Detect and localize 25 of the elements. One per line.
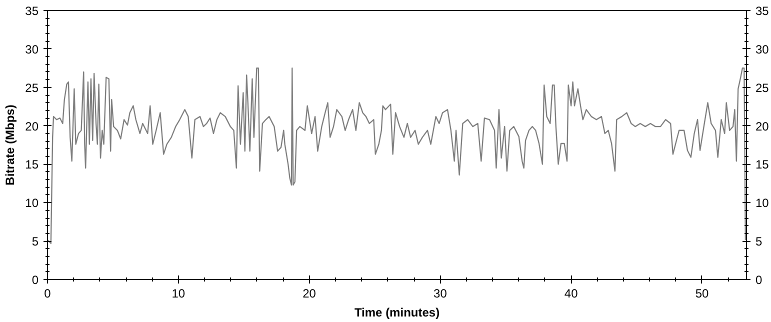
y2-tick-label: 10 [756,196,770,210]
y-axis-title: Bitrate (Mbps) [3,104,18,186]
y2-tick-label: 30 [756,42,770,56]
x-axis-title: Time (minutes) [354,306,440,320]
y-tick-label: 30 [25,42,39,56]
y-tick-label: 35 [25,4,39,18]
x-tick-label: 40 [564,286,578,300]
x-tick-label: 20 [302,286,316,300]
y-tick-label: 20 [25,119,39,134]
y2-tick-label: 20 [756,119,770,134]
x-tick-label: 50 [695,286,709,300]
line-series [48,68,746,244]
y-tick-label: 0 [32,273,39,287]
y2-tick-label: 35 [756,4,770,18]
y2-tick-label: 25 [756,80,770,95]
y-tick-label: 5 [32,234,39,249]
x-tick-label: 30 [434,286,448,300]
y-tick-label: 25 [25,80,39,95]
y2-tick-label: 5 [756,234,762,249]
x-tick-label: 10 [172,286,186,300]
y-tick-label: 15 [25,158,39,172]
y2-tick-label: 15 [756,158,770,172]
y2-tick-label: 0 [756,273,762,287]
x-tick-label: 0 [44,286,52,300]
y-tick-label: 10 [25,196,39,210]
